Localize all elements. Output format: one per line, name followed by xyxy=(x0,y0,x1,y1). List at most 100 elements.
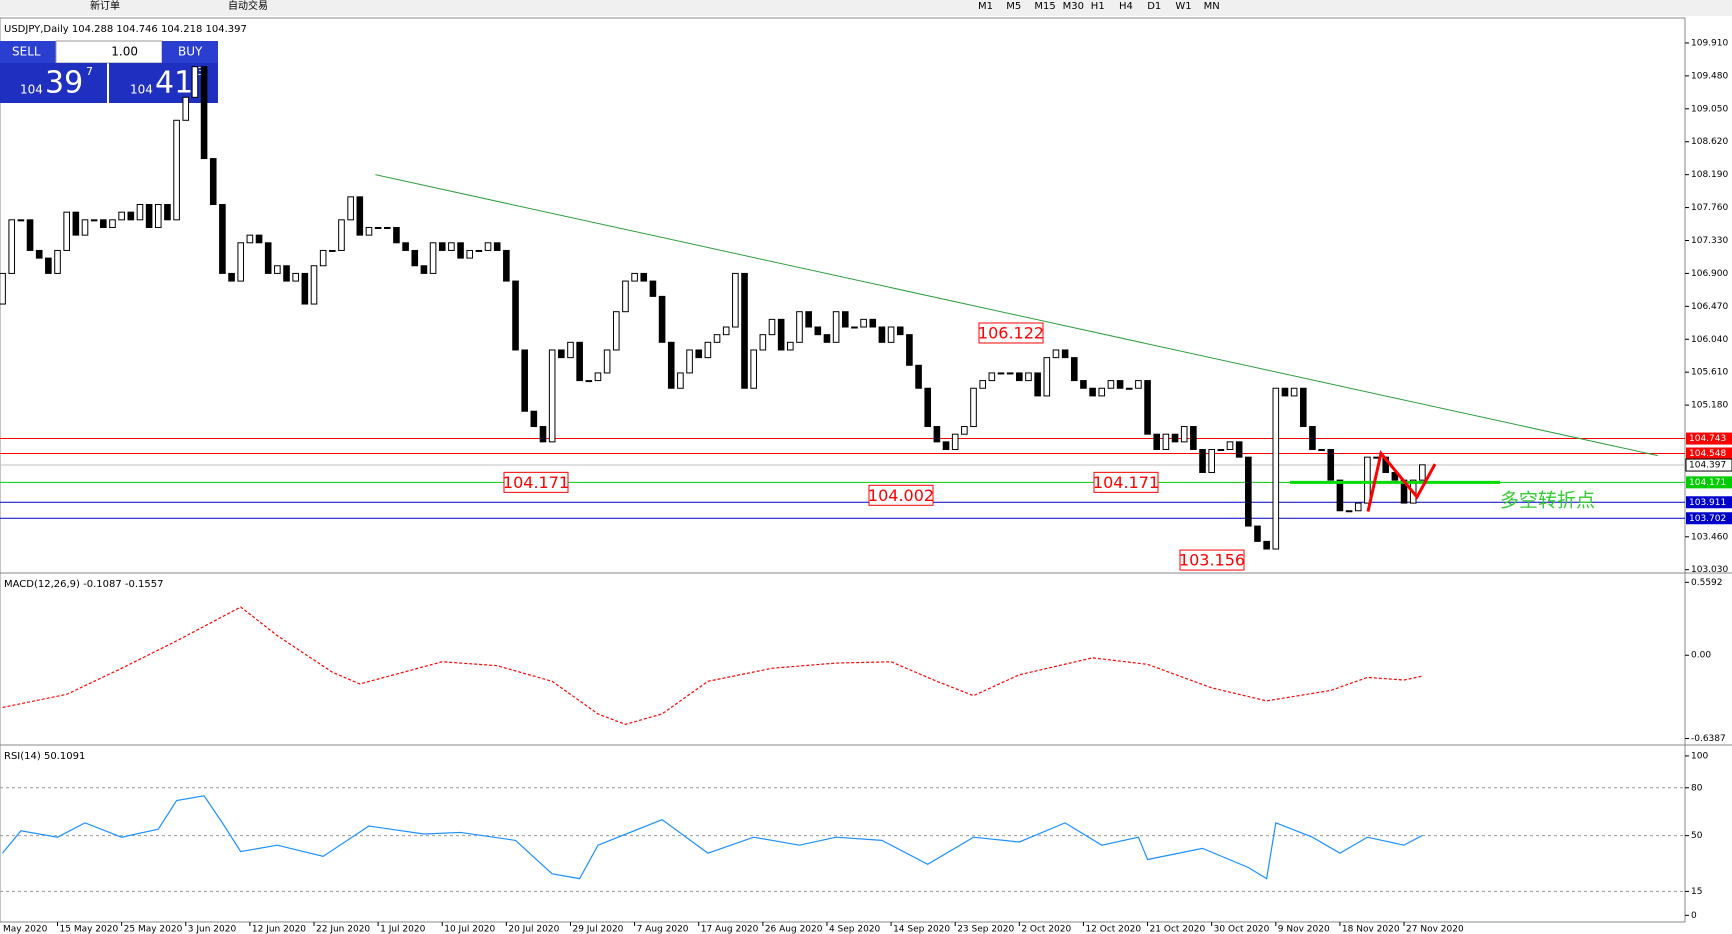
candle xyxy=(1254,525,1261,542)
toolbar-button[interactable]: 自动交易 xyxy=(228,0,268,12)
candle xyxy=(887,326,895,343)
candle xyxy=(979,380,986,389)
x-tick-label: 21 Oct 2020 xyxy=(1150,925,1206,934)
buy-button[interactable] xyxy=(162,41,218,63)
timeframe-button[interactable]: D1 xyxy=(1147,1,1161,12)
candle xyxy=(173,119,180,221)
timeframe-button[interactable]: H4 xyxy=(1119,1,1133,12)
lot-input[interactable] xyxy=(55,40,163,64)
level-label-box xyxy=(1686,432,1732,445)
candle xyxy=(246,234,254,244)
candle xyxy=(841,311,849,328)
y-tick-label: 0.5592 xyxy=(1691,578,1723,588)
sell-button[interactable] xyxy=(0,41,56,63)
timeframe-button[interactable]: W1 xyxy=(1175,1,1191,12)
y-tick-label: 15 xyxy=(1691,887,1702,897)
candle xyxy=(759,334,767,351)
candle xyxy=(1080,380,1087,389)
candle xyxy=(1180,426,1188,443)
candle xyxy=(1089,387,1096,397)
candle xyxy=(1336,479,1344,512)
x-tick-label: May 2020 xyxy=(3,925,48,934)
candle xyxy=(54,249,61,274)
candle xyxy=(530,410,538,428)
candle xyxy=(182,96,190,121)
x-tick-label: 30 Oct 2020 xyxy=(1214,925,1270,934)
timeframe-button[interactable]: MN xyxy=(1204,1,1220,12)
candle xyxy=(35,249,43,259)
level-label-box xyxy=(1685,458,1732,472)
candle xyxy=(741,272,748,389)
candle xyxy=(1419,464,1426,481)
candle xyxy=(594,372,602,382)
candle xyxy=(45,257,52,274)
candle xyxy=(1043,357,1051,397)
y-tick-label: 109.050 xyxy=(1691,104,1728,114)
timeframe-button[interactable]: M15 xyxy=(1034,1,1055,12)
x-tick-label: 12 Oct 2020 xyxy=(1085,925,1141,934)
level-label: 103.702 xyxy=(1689,514,1726,524)
candle xyxy=(448,242,455,251)
toolbar-button[interactable]: 新订单 xyxy=(90,0,120,12)
sell-pip: 7 xyxy=(86,65,93,78)
timeframe-button[interactable]: M5 xyxy=(1006,1,1021,12)
y-tick-label: 106.470 xyxy=(1691,302,1728,312)
sell-price-box[interactable] xyxy=(0,63,107,103)
candle xyxy=(1061,349,1069,359)
x-tick-label: 9 Nov 2020 xyxy=(1278,925,1330,934)
candle xyxy=(1107,380,1115,389)
candle xyxy=(374,226,382,229)
candle xyxy=(832,311,840,343)
buy-label[interactable]: BUY xyxy=(178,45,203,59)
x-tick-label: 2 Oct 2020 xyxy=(1021,925,1071,934)
candle xyxy=(411,249,419,267)
x-tick-label: 14 Sep 2020 xyxy=(893,925,950,934)
timeframe-button[interactable]: M1 xyxy=(978,1,993,12)
candle xyxy=(136,204,144,221)
candle xyxy=(200,66,208,160)
x-tick-label: 22 Jun 2020 xyxy=(316,925,370,934)
candle xyxy=(1098,387,1106,397)
buy-price-box[interactable] xyxy=(109,63,218,103)
price-label: 106.122 xyxy=(978,323,1044,342)
candle xyxy=(1006,372,1014,375)
timeframe-button[interactable]: H1 xyxy=(1091,1,1105,12)
candle xyxy=(622,280,629,313)
price-label-box xyxy=(1179,549,1245,571)
y-tick-label: 108.190 xyxy=(1691,170,1728,180)
candle xyxy=(603,349,611,374)
toolbar xyxy=(0,0,1732,16)
y-tick-label: 80 xyxy=(1691,783,1703,793)
candle xyxy=(649,280,657,297)
candle xyxy=(100,219,107,228)
candle xyxy=(1245,456,1252,527)
candle xyxy=(1354,502,1362,512)
y-tick-label: 103.460 xyxy=(1691,532,1728,542)
candle xyxy=(420,265,428,274)
level-label: 104.171 xyxy=(1689,478,1726,488)
sell-label[interactable]: SELL xyxy=(12,45,41,59)
lot-value[interactable]: 1.00 xyxy=(111,45,138,59)
candle xyxy=(906,334,913,366)
candle xyxy=(154,204,162,228)
y-tick-label: 109.910 xyxy=(1691,38,1728,48)
candle xyxy=(1125,387,1133,390)
x-tick-label: 29 Jul 2020 xyxy=(572,925,623,934)
candle xyxy=(1199,449,1206,473)
candle xyxy=(1144,380,1151,435)
timeframe-button[interactable]: M30 xyxy=(1063,1,1084,12)
y-tick-label: 108.620 xyxy=(1691,137,1728,147)
candle xyxy=(145,204,153,228)
x-tick-label: 1 Jul 2020 xyxy=(380,925,425,934)
candle xyxy=(26,219,34,251)
candle xyxy=(713,334,721,343)
candle xyxy=(787,341,794,351)
candle xyxy=(319,249,327,267)
candle xyxy=(1226,441,1234,451)
candle xyxy=(677,372,684,389)
candle xyxy=(1299,387,1307,428)
candle xyxy=(1281,387,1289,397)
buy-big: 41 xyxy=(155,66,193,101)
candle xyxy=(951,433,959,451)
